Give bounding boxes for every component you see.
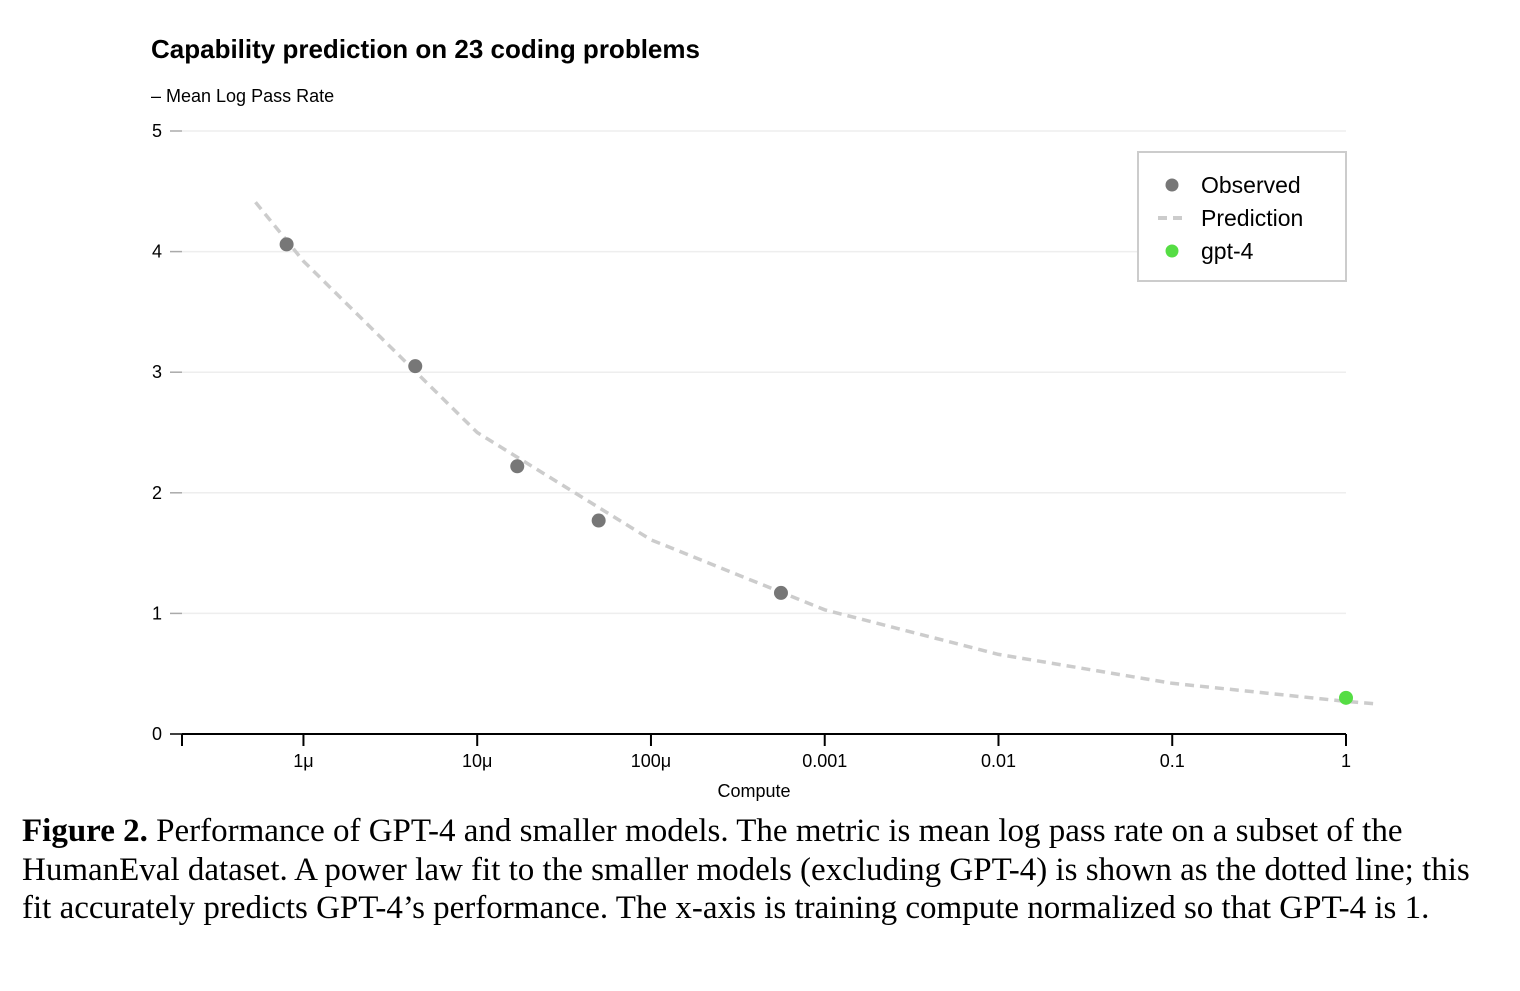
observed-point <box>591 513 606 528</box>
x-tick-label: 0.01 <box>981 751 1016 771</box>
prediction-line <box>254 201 1377 706</box>
x-tick-label: 0.1 <box>1160 751 1185 771</box>
legend-gpt4-marker <box>1165 244 1179 258</box>
x-tick-label: 1 <box>1341 751 1351 771</box>
x-tick-label: 0.001 <box>802 751 847 771</box>
chart: Capability prediction on 23 coding probl… <box>151 34 1377 801</box>
observed-point <box>510 459 525 474</box>
series-layer <box>254 201 1377 706</box>
y-tick-label: 4 <box>152 242 162 262</box>
x-tick-label: 10μ <box>462 751 492 771</box>
legend-box <box>1137 151 1347 282</box>
caption-label: Figure 2. <box>22 813 148 849</box>
legend-observed-marker <box>1165 178 1179 192</box>
figure-caption: Figure 2. Performance of GPT-4 and small… <box>22 812 1502 928</box>
observed-point <box>408 359 423 374</box>
y-tick-label: 2 <box>152 483 162 503</box>
x-axis-label: Compute <box>717 781 790 801</box>
y-tick-label: 0 <box>152 724 162 744</box>
legend-observed-label: Observed <box>1201 172 1301 198</box>
y-tick-label: 1 <box>152 603 162 623</box>
y-axis-label: – Mean Log Pass Rate <box>151 86 334 106</box>
legend-gpt4-label: gpt-4 <box>1201 238 1254 264</box>
legend: Observed Prediction gpt-4 <box>1137 151 1347 282</box>
caption-text: Performance of GPT-4 and smaller models.… <box>22 813 1470 926</box>
y-axis: 0 1 2 3 4 5 <box>152 121 182 744</box>
x-tick-label: 100μ <box>631 751 671 771</box>
observed-point <box>773 585 788 600</box>
y-tick-label: 5 <box>152 121 162 141</box>
gpt-4-point <box>1339 690 1353 705</box>
legend-prediction-label: Prediction <box>1201 205 1303 231</box>
y-tick-label: 3 <box>152 362 162 382</box>
observed-point <box>279 237 294 252</box>
chart-title: Capability prediction on 23 coding probl… <box>151 34 700 64</box>
x-tick-label: 1μ <box>293 751 313 771</box>
x-axis: 1μ 10μ 100μ 0.001 0.01 0.1 1 <box>181 733 1351 771</box>
